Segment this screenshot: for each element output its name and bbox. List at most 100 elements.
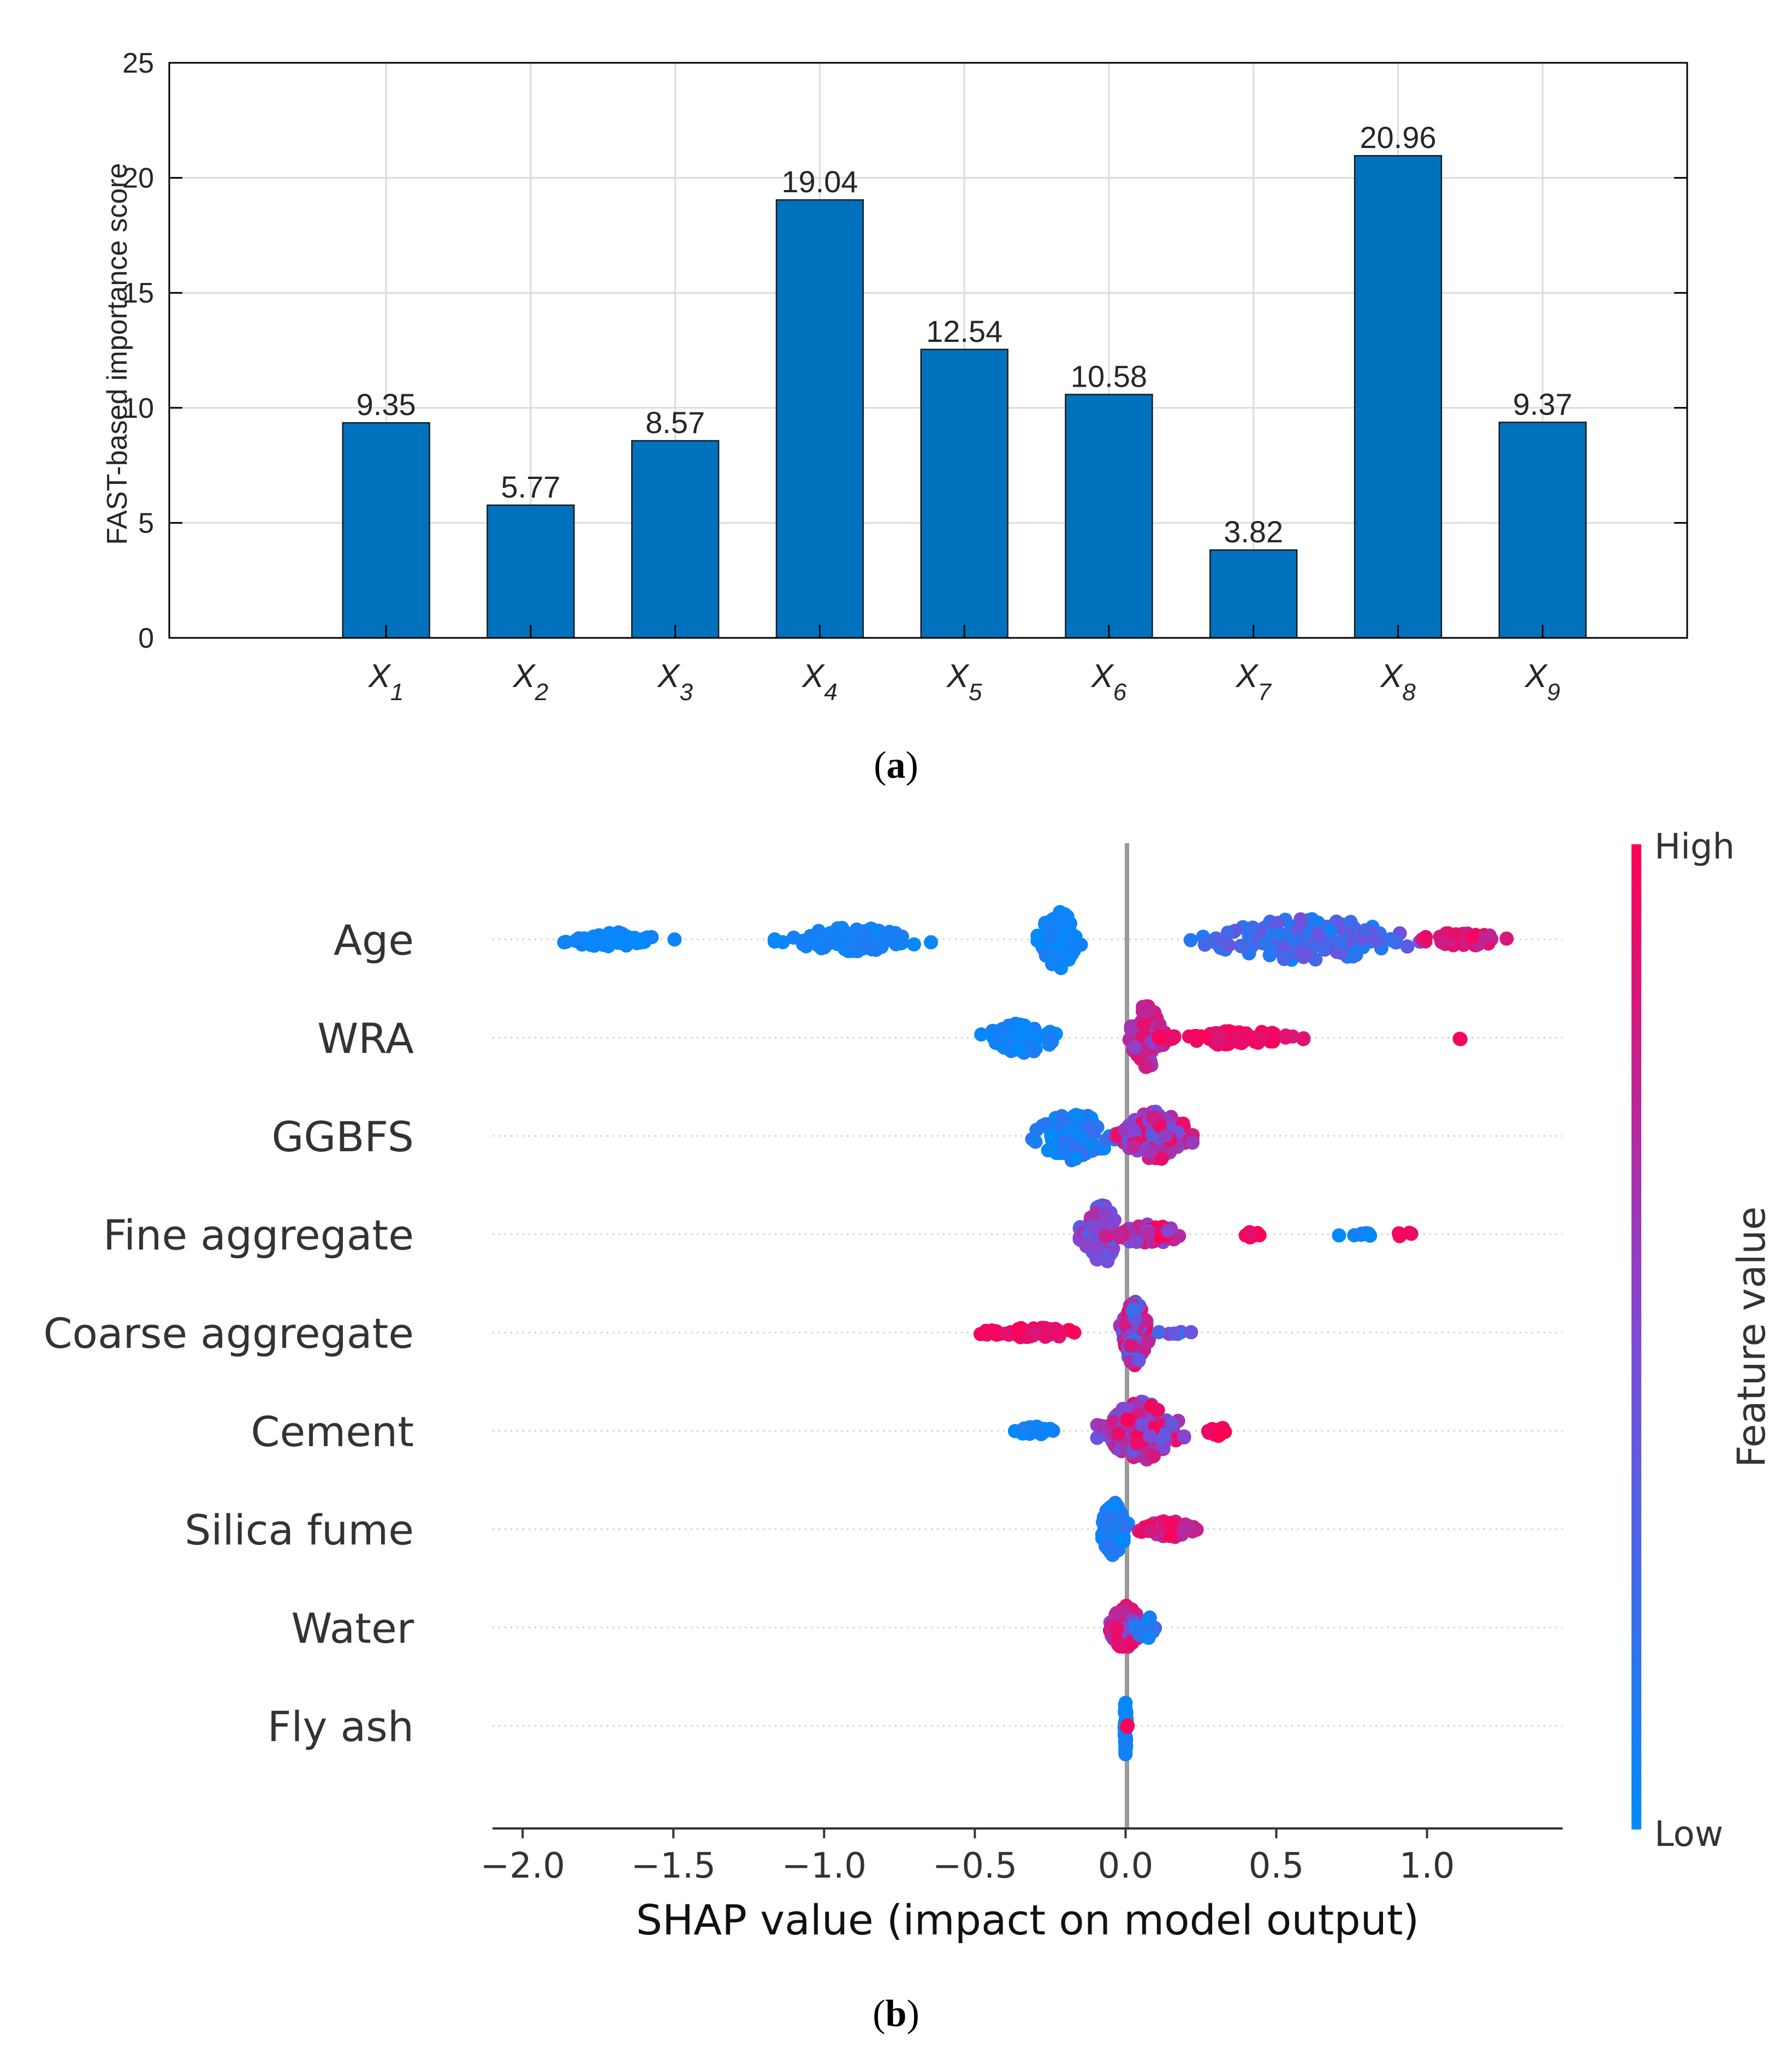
shap-point (842, 932, 857, 947)
shap-point (1129, 1436, 1144, 1451)
shap-point (1163, 1529, 1178, 1543)
shap-point (1038, 1329, 1053, 1344)
shap-point (1049, 1325, 1064, 1340)
shap-point (1120, 1718, 1135, 1733)
shap-feature-label: Water (291, 1604, 414, 1653)
shap-point (1370, 934, 1385, 949)
shap-point (830, 930, 845, 944)
shap-point (1308, 952, 1323, 967)
shap-point (1136, 1018, 1151, 1033)
shap-point (1164, 1517, 1179, 1531)
shap-point (667, 932, 682, 947)
shap-point (557, 935, 572, 950)
shap-point (1165, 1031, 1180, 1046)
bar-value-label: 8.57 (645, 405, 705, 440)
x-tick-label: X9 (1524, 658, 1560, 706)
shap-point (1032, 930, 1047, 945)
shap-x-tick-label: −1.0 (782, 1846, 867, 1886)
bar (1498, 422, 1587, 639)
bar-chart-panel: 0 5 10 15 20 25 X1 X2 X3 X4 X5 X6 X7 X8 X9 9.35 5.77 8.… (102, 48, 1688, 786)
shap-point (1026, 1044, 1041, 1058)
bar (1354, 155, 1443, 639)
bar-chart-data-labels: 9.35 5.77 8.57 19.04 12.54 10.58 3.82 20.96 9.37 (357, 120, 1573, 549)
shap-point (1114, 1532, 1129, 1547)
shap-point (1085, 1137, 1100, 1152)
shap-point (1090, 1430, 1105, 1445)
bar (920, 348, 1008, 639)
shap-point (775, 935, 790, 950)
shap-point (1044, 1128, 1059, 1143)
shap-point (1150, 1403, 1165, 1418)
shap-point (1400, 939, 1415, 954)
bar-value-label: 10.58 (1071, 359, 1147, 393)
shap-point (1404, 1227, 1419, 1241)
shap-point (1285, 933, 1300, 948)
panel-caption-a: (a) (874, 744, 918, 786)
bar-chart-bars (342, 155, 1587, 639)
bar-chart-frame (168, 62, 1688, 639)
shap-point (1234, 1033, 1249, 1048)
shap-point (1118, 1739, 1133, 1754)
shap-point (1465, 930, 1480, 944)
shap-point (1323, 923, 1338, 938)
shap-point (1213, 1428, 1227, 1442)
shap-point (1156, 1428, 1171, 1442)
bar-value-label: 9.35 (357, 387, 416, 422)
shap-point (1304, 912, 1319, 927)
shap-point (1211, 1033, 1225, 1048)
shap-point (1453, 1032, 1468, 1046)
shap-feature-label: GGBFS (271, 1112, 414, 1161)
shap-point (1482, 928, 1497, 943)
shap-point (906, 937, 921, 952)
y-tick-label: 10 (122, 393, 154, 424)
shap-x-tick-label: −1.5 (631, 1846, 716, 1886)
bar (342, 422, 430, 639)
shap-point (1154, 1151, 1169, 1166)
shap-point (1123, 1339, 1138, 1353)
shap-point (1028, 1031, 1043, 1045)
shap-point (1160, 1223, 1175, 1238)
shap-point (1012, 1021, 1027, 1036)
shap-point (1358, 923, 1373, 938)
bar (486, 504, 575, 639)
bar (631, 440, 720, 639)
shap-point (1072, 1129, 1087, 1144)
shap-point (1098, 1206, 1113, 1221)
colorbar-title: Feature value (1729, 1206, 1774, 1467)
x-tick-label: X3 (656, 658, 693, 706)
shap-x-tick-label: 1.0 (1399, 1846, 1455, 1886)
shap-point (1177, 1429, 1191, 1444)
shap-feature-label: Silica fume (185, 1506, 414, 1554)
y-tick-label: 5 (138, 507, 154, 539)
colorbar-low-label: Low (1654, 1814, 1723, 1855)
shap-point (1143, 1523, 1158, 1538)
shap-point (1185, 1135, 1200, 1150)
shap-point (1278, 1028, 1293, 1043)
shap-point (1141, 1630, 1156, 1645)
y-tick-label: 25 (122, 48, 154, 79)
shap-point (1388, 935, 1403, 950)
shap-point (1030, 1423, 1045, 1437)
shap-point (1164, 1417, 1179, 1431)
shap-point (1131, 1353, 1146, 1368)
x-tick-label: X7 (1235, 658, 1272, 706)
shap-point (1111, 1228, 1126, 1242)
shap-point (1109, 1621, 1124, 1636)
shap-point (1293, 912, 1308, 927)
shap-point (1073, 937, 1088, 952)
bar (1209, 549, 1298, 639)
shap-point (1334, 945, 1349, 960)
colorbar-high-label: High (1654, 827, 1735, 867)
shap-point (1146, 1110, 1160, 1124)
x-tick-label: X8 (1379, 658, 1416, 706)
shap-point (572, 931, 586, 946)
shap-point (1317, 940, 1332, 955)
shap-point (1055, 1114, 1070, 1128)
x-tick-label: X6 (1090, 658, 1127, 706)
bar-value-label: 3.82 (1224, 514, 1283, 549)
shap-point (1215, 933, 1230, 948)
shap-point (1105, 1548, 1120, 1562)
shap-point (1135, 1417, 1149, 1432)
shap-point (817, 940, 832, 955)
